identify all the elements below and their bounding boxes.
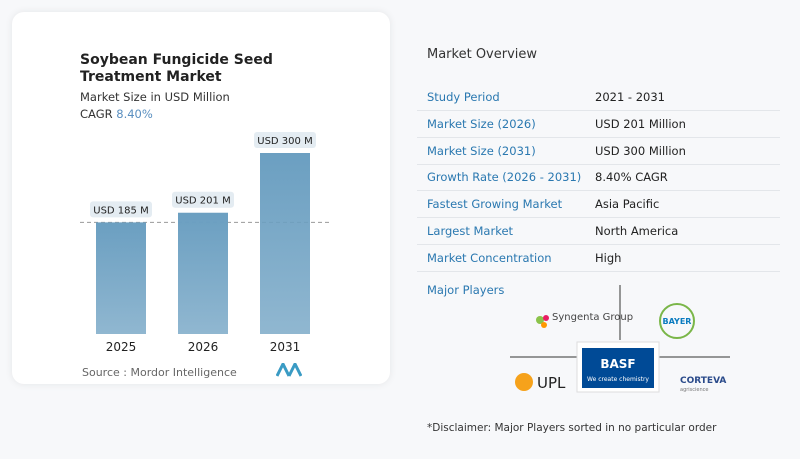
row-label: Study Period: [427, 90, 500, 104]
value-label: USD 300 M: [257, 136, 312, 147]
row-value: USD 300 Million: [595, 143, 686, 158]
logo-syngenta: Syngenta Group: [536, 312, 633, 328]
row-divider: [417, 217, 780, 219]
bar-chart: USD 185 M 2025 USD 201 M 2026 USD 300 M 2031: [80, 132, 330, 354]
bar: [178, 212, 228, 334]
logo-bayer: BAYER: [659, 303, 695, 339]
logo-upl: UPL: [515, 373, 566, 392]
value-label-bg: [90, 201, 152, 218]
row-label: Fastest Growing Market: [427, 197, 563, 212]
row-value: 2021 - 2031: [595, 90, 665, 104]
logo-text: BAYER: [663, 317, 692, 326]
row-divider: [417, 244, 780, 245]
logo-text: UPL: [537, 374, 566, 392]
logo-corteva: CORTEVA agriscience: [680, 376, 726, 393]
row-divider: [417, 136, 780, 138]
row-value: 8.40% CAGR: [595, 170, 668, 185]
row-label: Largest Market: [427, 224, 514, 238]
row-label: Market Size (2026): [427, 116, 536, 131]
row-divider: [417, 190, 780, 192]
cagr-value: 8.40%: [116, 107, 153, 121]
source: Source : Mordor Intelligence: [82, 366, 237, 379]
overview-title: Market Overview: [427, 47, 538, 62]
value-label-bg: [254, 132, 316, 148]
row-value: USD 201 Million: [595, 116, 686, 131]
logo-text: Syngenta Group: [552, 312, 633, 323]
cagr-label: CAGR: [80, 107, 113, 121]
brand-icon: [276, 363, 302, 377]
row-value: North America: [595, 224, 679, 238]
row-label: Growth Rate (2026 - 2031): [427, 170, 582, 185]
logo-text: agriscience: [680, 387, 709, 393]
row-value: High: [595, 250, 622, 265]
row-divider: [417, 110, 780, 111]
logo-text: We create chemistry: [587, 376, 649, 383]
logo-text: CORTEVA: [680, 376, 726, 386]
value-label: USD 185 M: [93, 205, 148, 216]
row-divider: [417, 163, 780, 165]
bar: [260, 153, 310, 334]
value-label: USD 201 M: [175, 196, 230, 207]
x-tick-label: 2025: [106, 340, 137, 354]
row-divider: [417, 270, 780, 272]
logo-text: BASF: [600, 357, 635, 371]
bar: [96, 222, 146, 334]
chart-subtitle: Market Size in USD Million: [80, 90, 230, 104]
row-label: Market Size (2031): [427, 143, 536, 158]
players-grid: Syngenta Group BAYER UPL BASF We create …: [510, 285, 730, 393]
row-value: Asia Pacific: [595, 197, 660, 212]
x-tick-label: 2026: [188, 340, 219, 354]
players-title: Major Players: [427, 283, 505, 297]
chart-title: Soybean Fungicide Seed Treatment Market: [80, 52, 273, 85]
cagr: CAGR 8.40%: [80, 107, 153, 121]
disclaimer: *Disclaimer: Major Players sorted in no …: [427, 422, 717, 434]
row-label: Market Concentration: [427, 250, 552, 265]
value-label-bg: [172, 191, 234, 208]
x-tick-label: 2031: [270, 340, 301, 354]
logo-basf: BASF We create chemistry: [576, 341, 660, 393]
